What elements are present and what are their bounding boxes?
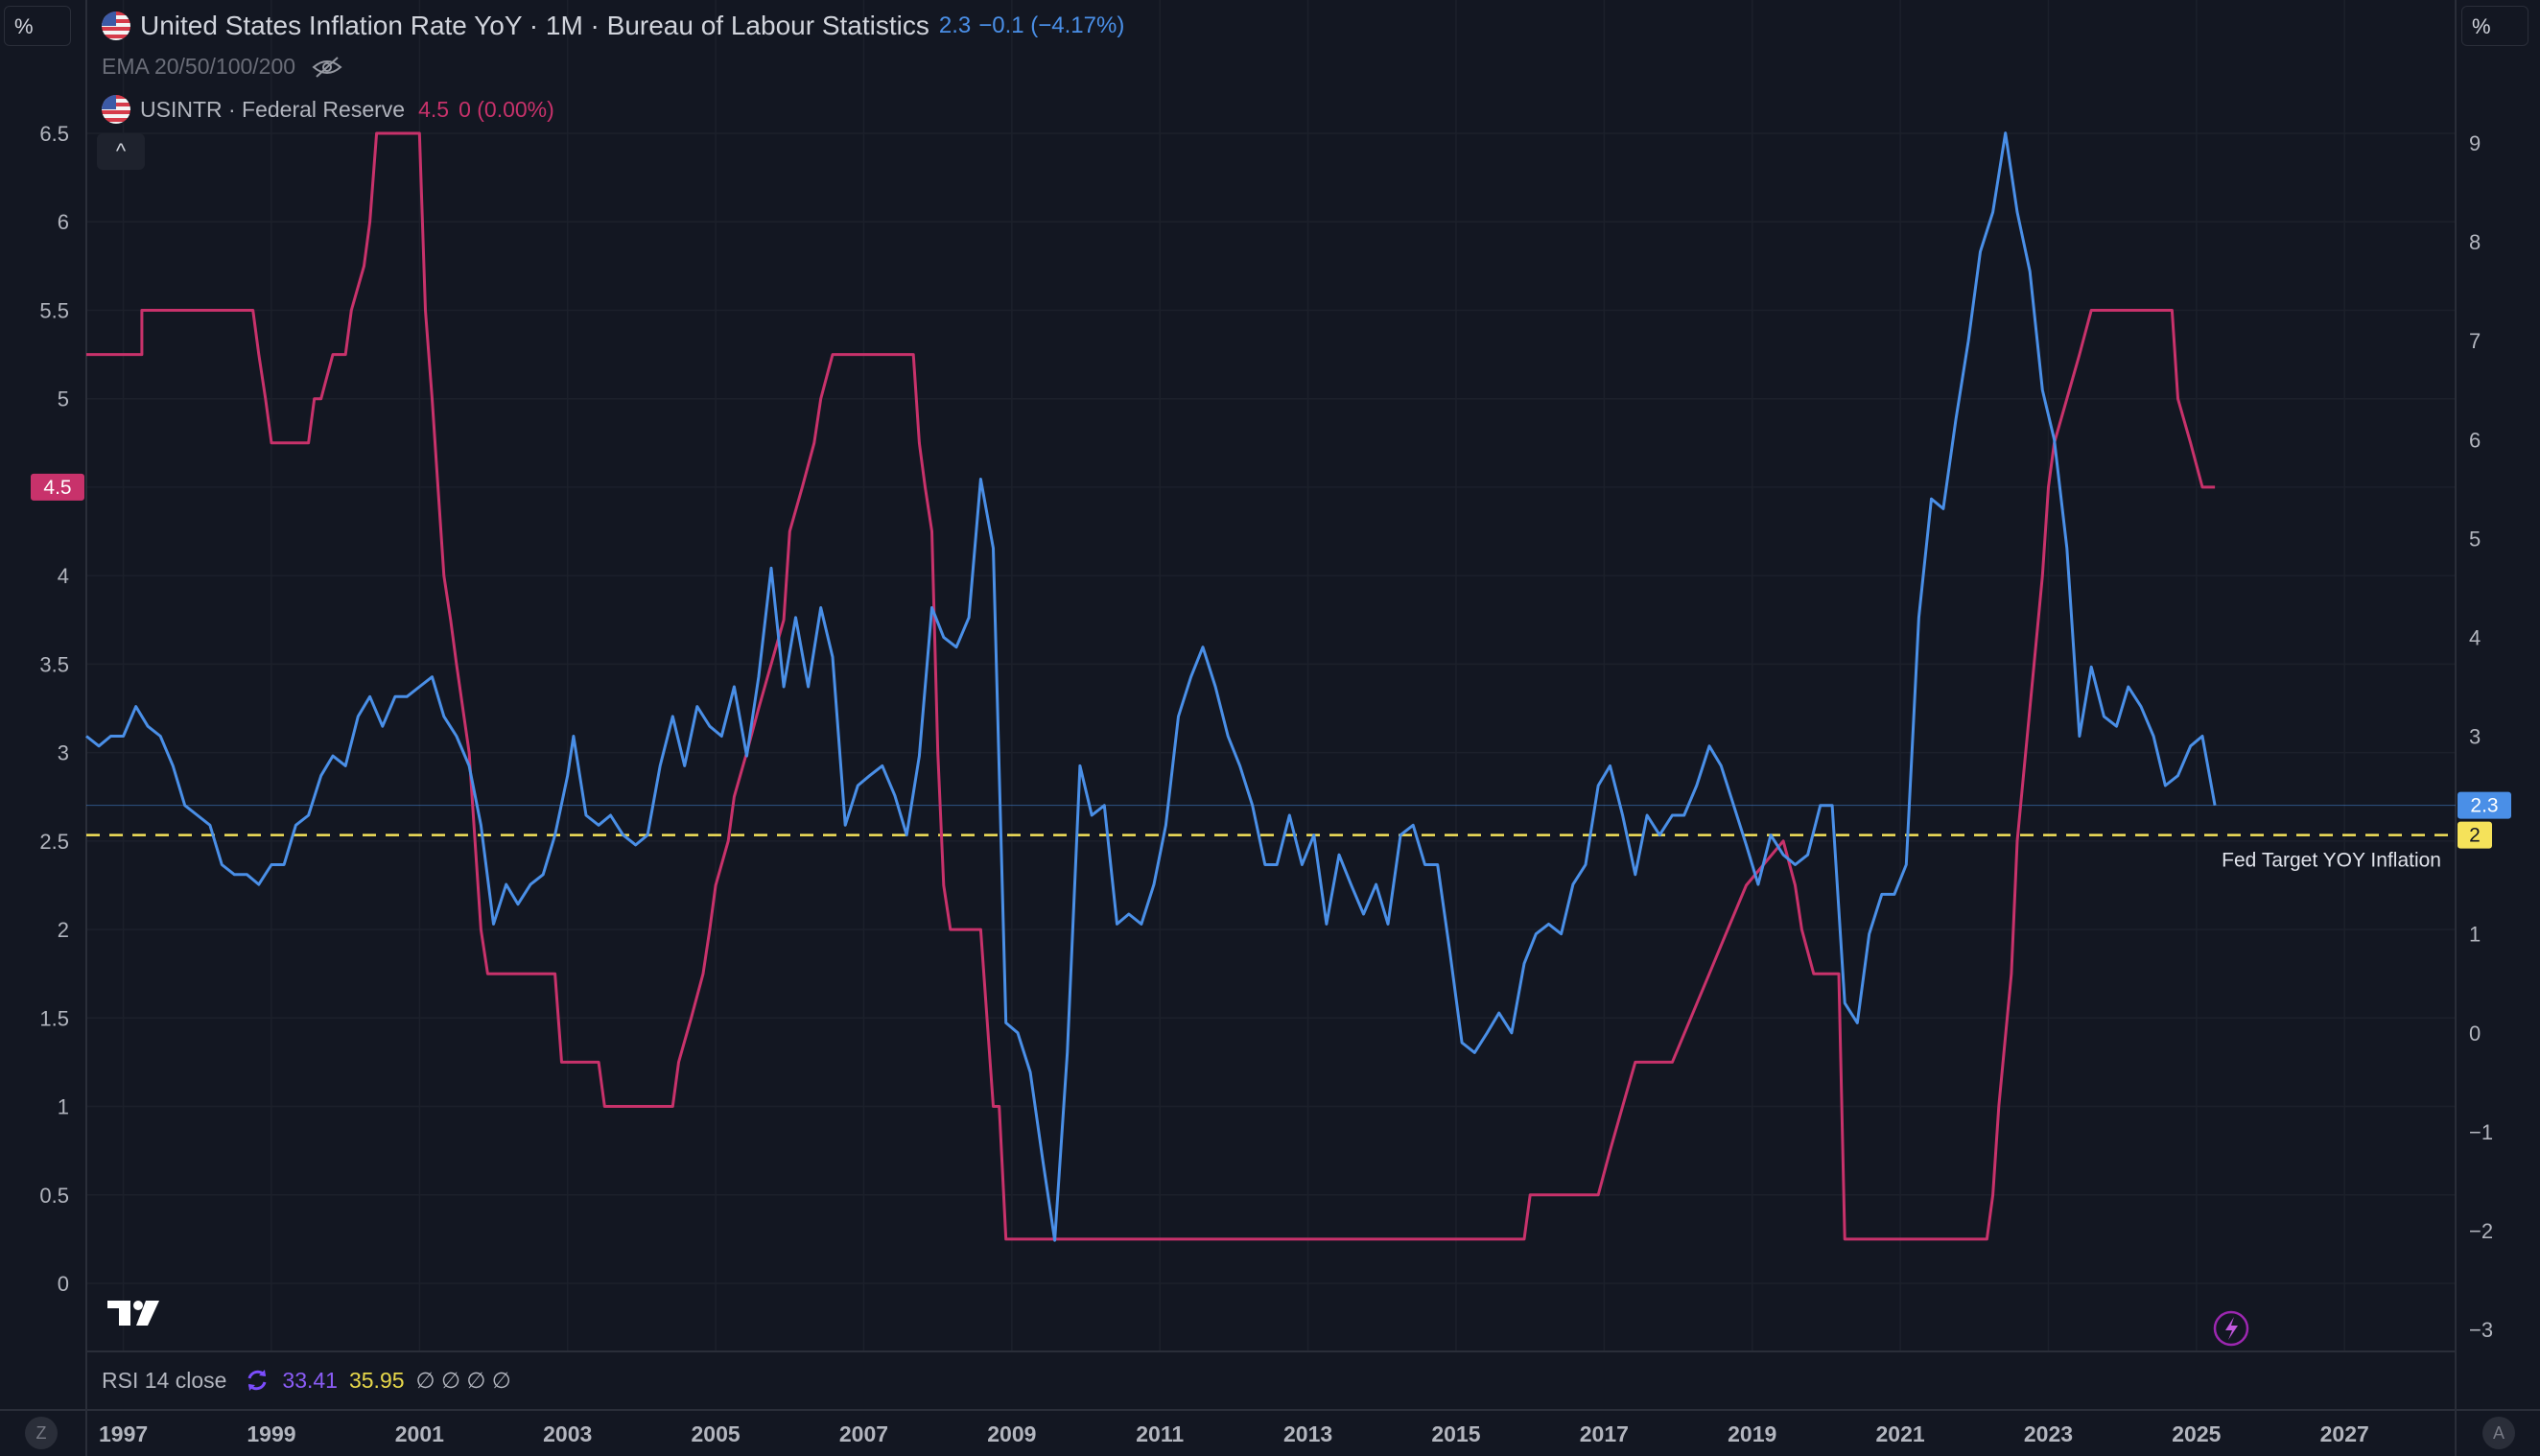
time-axis[interactable]: 1997 1999 2001 2003 2005 2007 2009 2011 2013 2015… bbox=[99, 1421, 2369, 1446]
time-axis-tick-label: 2023 bbox=[2024, 1421, 2073, 1446]
us-flag-icon bbox=[102, 12, 130, 40]
left-axis-tick-label: 6.5 bbox=[39, 122, 69, 146]
us-flag-icon bbox=[102, 95, 130, 124]
time-axis-tick-label: 2007 bbox=[839, 1421, 888, 1446]
refresh-icon[interactable] bbox=[244, 1367, 270, 1394]
right-axis-tick-label: 4 bbox=[2469, 625, 2481, 649]
rsi-legend[interactable]: RSI 14 close 33.41 35.95 ∅ ∅ ∅ ∅ bbox=[102, 1367, 511, 1394]
left-axis-tick-label: 2 bbox=[58, 918, 69, 942]
time-axis-tick-label: 2011 bbox=[1136, 1421, 1184, 1446]
time-axis-tick-label: 2003 bbox=[543, 1421, 592, 1446]
auto-scale-button[interactable]: A bbox=[2482, 1417, 2515, 1449]
grid bbox=[86, 0, 2456, 1351]
left-axis-tick-label: 6 bbox=[58, 210, 69, 234]
inflation-series-line bbox=[85, 131, 2217, 1242]
left-scale-percent-button[interactable]: % bbox=[4, 6, 71, 46]
left-axis-tick-label: 2.5 bbox=[39, 830, 69, 854]
time-axis-tick-label: 2019 bbox=[1728, 1421, 1776, 1446]
right-axis-tick-label: 7 bbox=[2469, 329, 2481, 353]
time-axis-tick-label: 2005 bbox=[692, 1421, 741, 1446]
usintr-price-tag-bg bbox=[31, 473, 84, 501]
price-tags: 4.5 2.3 2 bbox=[31, 473, 2511, 849]
time-axis-tick-label: 2027 bbox=[2320, 1421, 2369, 1446]
left-axis-tick-label: 1 bbox=[58, 1095, 69, 1119]
time-axis-tick-label: 2013 bbox=[1283, 1421, 1332, 1446]
right-axis-tick-label: −3 bbox=[2469, 1318, 2493, 1342]
left-axis-tick-label: 1.5 bbox=[39, 1006, 69, 1030]
left-axis-tick-label: 0.5 bbox=[39, 1184, 69, 1208]
rsi-value: 33.41 bbox=[282, 1367, 338, 1393]
right-axis-tick-label: 3 bbox=[2469, 725, 2481, 749]
right-axis-tick-label: 1 bbox=[2469, 923, 2481, 947]
inflation-price-tag: 2.3 bbox=[2470, 795, 2498, 817]
time-axis-tick-label: 2025 bbox=[2172, 1421, 2221, 1446]
rsi-empty-values: ∅ ∅ ∅ ∅ bbox=[415, 1367, 511, 1393]
fed-target-tag-bg bbox=[2458, 821, 2492, 849]
lightning-icon[interactable] bbox=[2213, 1310, 2249, 1347]
legend-ema[interactable]: EMA 20/50/100/200 bbox=[102, 54, 343, 80]
collapse-legend-button[interactable]: ^ bbox=[97, 133, 145, 170]
right-scale-percent-button[interactable]: % bbox=[2461, 6, 2528, 46]
usintr-change: 0 (0.00%) bbox=[459, 96, 554, 122]
left-axis-tick-label: 4 bbox=[58, 564, 69, 588]
ema-label: EMA 20/50/100/200 bbox=[102, 54, 296, 79]
right-axis-tick-label: −2 bbox=[2469, 1219, 2493, 1243]
legend-series-usintr[interactable]: USINTR · Federal Reserve 4.5 0 (0.00%) bbox=[102, 95, 554, 124]
right-axis-tick-label: 9 bbox=[2469, 131, 2481, 155]
rsi-label: RSI 14 close bbox=[102, 1367, 227, 1393]
fed-target-label: Fed Target YOY Inflation bbox=[2222, 850, 2441, 872]
time-axis-tick-label: 2001 bbox=[395, 1421, 444, 1446]
inflation-series-title: United States Inflation Rate YoY · 1M · … bbox=[140, 11, 929, 40]
right-axis: −3 −2 −1 0 1 2 3 4 5 6 7 8 9 bbox=[2469, 131, 2493, 1342]
usintr-series-title: USINTR · Federal Reserve bbox=[140, 96, 406, 122]
time-axis-tick-label: 2009 bbox=[987, 1421, 1036, 1446]
usintr-last-value: 4.5 bbox=[418, 96, 450, 122]
time-axis-tick-label: 1999 bbox=[247, 1421, 295, 1446]
left-axis-tick-label: 3 bbox=[58, 741, 69, 765]
time-axis-tick-label: 2017 bbox=[1580, 1421, 1629, 1446]
left-axis: 0 0.5 1 1.5 2 2.5 3 3.5 4 4.5 5 5.5 6 6.5 bbox=[39, 122, 69, 1296]
time-axis-tick-label: 2021 bbox=[1876, 1421, 1925, 1446]
left-axis-tick-label: 3.5 bbox=[39, 652, 69, 676]
inflation-change: −0.1 (−4.17%) bbox=[978, 12, 1125, 38]
inflation-last-value: 2.3 bbox=[938, 12, 972, 38]
right-axis-tick-label: −1 bbox=[2469, 1120, 2493, 1144]
right-axis-tick-label: 8 bbox=[2469, 230, 2481, 254]
tradingview-logo bbox=[107, 1301, 159, 1326]
time-axis-tick-label: 2015 bbox=[1431, 1421, 1480, 1446]
series-layer bbox=[85, 131, 2217, 1242]
zoom-reset-button[interactable]: Z bbox=[25, 1417, 58, 1449]
left-axis-tick-label: 0 bbox=[58, 1272, 69, 1296]
eye-hidden-icon[interactable] bbox=[311, 56, 343, 79]
left-axis-tick-label: 5 bbox=[58, 387, 69, 411]
usintr-price-tag: 4.5 bbox=[43, 477, 71, 499]
right-axis-tick-label: 6 bbox=[2469, 428, 2481, 452]
right-axis-tick-label: 5 bbox=[2469, 527, 2481, 551]
usintr-series-line bbox=[86, 131, 2216, 1241]
time-axis-tick-label: 1997 bbox=[99, 1421, 148, 1446]
fed-target-tag: 2 bbox=[2469, 825, 2481, 847]
legend-series-inflation[interactable]: United States Inflation Rate YoY · 1M · … bbox=[102, 11, 1124, 41]
left-axis-tick-label: 5.5 bbox=[39, 298, 69, 322]
inflation-price-tag-bg bbox=[2458, 791, 2511, 819]
rsi-ma-value: 35.95 bbox=[348, 1367, 405, 1393]
right-axis-tick-label: 0 bbox=[2469, 1022, 2481, 1045]
